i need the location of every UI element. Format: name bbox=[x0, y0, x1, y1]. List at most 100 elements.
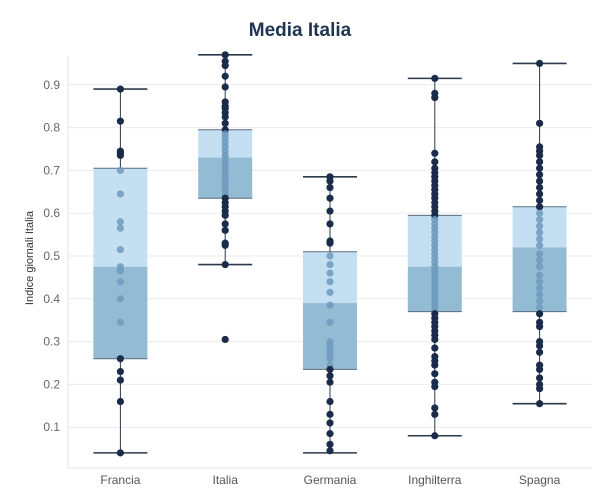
data-point-germania bbox=[326, 372, 334, 380]
data-point-spagna bbox=[536, 203, 544, 211]
x-tick-label-inghilterra: Inghilterra bbox=[408, 473, 462, 487]
data-point-spagna bbox=[536, 256, 544, 264]
data-point-francia bbox=[116, 190, 124, 198]
data-point-francia bbox=[116, 318, 124, 326]
data-point-inghilterra bbox=[431, 370, 439, 378]
data-point-italia bbox=[221, 119, 229, 127]
data-point-germania bbox=[326, 355, 334, 363]
data-point-germania bbox=[326, 430, 334, 438]
data-point-inghilterra bbox=[431, 344, 439, 352]
data-point-spagna bbox=[536, 374, 544, 382]
data-point-spagna bbox=[536, 348, 544, 356]
y-tick-label: 0.6 bbox=[43, 206, 60, 220]
y-tick-label: 0.4 bbox=[43, 292, 60, 306]
data-point-italia bbox=[221, 72, 229, 80]
data-point-germania bbox=[326, 288, 334, 296]
data-point-spagna bbox=[536, 177, 544, 185]
data-point-germania bbox=[326, 183, 334, 192]
y-axis-title: Indice giornali Italia bbox=[24, 210, 36, 305]
data-point-spagna bbox=[536, 216, 544, 224]
data-point-italia bbox=[221, 211, 229, 219]
data-point-germania bbox=[326, 440, 334, 448]
x-tick-label-italia: Italia bbox=[213, 473, 239, 487]
data-point-spagna bbox=[536, 151, 544, 160]
x-tick-label-spagna: Spagna bbox=[519, 473, 561, 487]
data-point-italia bbox=[221, 113, 229, 121]
data-point-francia bbox=[116, 218, 124, 226]
data-point-italia bbox=[221, 260, 229, 269]
data-point-italia bbox=[221, 241, 229, 249]
data-point-italia bbox=[221, 61, 229, 70]
y-tick-label: 0.5 bbox=[43, 249, 60, 263]
x-tick-label-francia: Francia bbox=[100, 473, 140, 487]
data-point-spagna bbox=[536, 290, 544, 299]
data-point-spagna bbox=[536, 250, 544, 258]
data-point-germania bbox=[326, 207, 334, 215]
x-tick-label-germania: Germania bbox=[304, 473, 357, 487]
data-point-spagna bbox=[536, 241, 544, 249]
data-point-spagna bbox=[536, 171, 544, 179]
data-point-spagna bbox=[536, 196, 544, 204]
data-point-francia bbox=[116, 224, 124, 232]
data-point-francia bbox=[116, 117, 124, 125]
data-point-spagna bbox=[536, 310, 544, 318]
chart-title: Media Italia bbox=[248, 20, 352, 41]
data-point-spagna bbox=[536, 385, 544, 393]
data-point-inghilterra bbox=[431, 382, 439, 391]
data-point-francia bbox=[116, 166, 124, 174]
y-tick-label: 0.8 bbox=[43, 121, 60, 135]
data-point-inghilterra bbox=[431, 335, 439, 344]
data-point-germania bbox=[326, 419, 334, 427]
y-tick-label: 0.9 bbox=[43, 78, 60, 92]
data-point-spagna bbox=[536, 365, 544, 374]
data-point-germania bbox=[326, 252, 334, 260]
data-point-spagna bbox=[536, 278, 544, 286]
data-point-inghilterra bbox=[431, 404, 439, 412]
data-point-italia bbox=[221, 51, 229, 59]
data-point-spagna bbox=[536, 190, 544, 198]
data-point-francia bbox=[116, 376, 124, 384]
y-tick-label: 0.7 bbox=[43, 163, 60, 177]
data-point-francia bbox=[116, 245, 124, 254]
data-point-germania bbox=[326, 194, 334, 202]
data-point-francia bbox=[116, 397, 124, 406]
data-point-inghilterra bbox=[431, 158, 439, 166]
data-point-inghilterra bbox=[431, 74, 439, 82]
data-point-spagna bbox=[536, 297, 544, 305]
data-point-francia bbox=[116, 151, 124, 160]
data-point-spagna bbox=[536, 228, 544, 237]
data-point-francia bbox=[116, 85, 124, 93]
data-point-francia bbox=[116, 278, 124, 286]
data-point-germania bbox=[326, 318, 334, 326]
data-point-italia bbox=[221, 83, 229, 91]
data-point-italia bbox=[221, 335, 229, 344]
data-point-francia bbox=[116, 449, 124, 457]
data-point-germania bbox=[326, 260, 334, 269]
data-point-spagna bbox=[536, 158, 544, 166]
data-point-germania bbox=[326, 269, 334, 277]
data-point-germania bbox=[326, 301, 334, 309]
data-point-francia bbox=[116, 267, 124, 275]
data-point-germania bbox=[326, 410, 334, 418]
y-tick-label: 0.3 bbox=[43, 335, 60, 349]
data-point-germania bbox=[326, 177, 334, 185]
data-point-spagna bbox=[536, 222, 544, 230]
data-point-inghilterra bbox=[431, 94, 439, 102]
data-point-germania bbox=[326, 397, 334, 406]
data-point-italia bbox=[221, 220, 229, 228]
y-tick-label: 0.1 bbox=[43, 420, 60, 434]
data-point-spagna bbox=[536, 263, 544, 271]
data-point-germania bbox=[326, 239, 334, 247]
data-point-germania bbox=[326, 365, 334, 374]
data-point-inghilterra bbox=[431, 410, 439, 418]
data-point-germania bbox=[326, 220, 334, 228]
data-point-spagna bbox=[536, 284, 544, 292]
data-point-francia bbox=[116, 295, 124, 303]
data-point-spagna bbox=[536, 323, 544, 331]
data-point-spagna bbox=[536, 235, 544, 243]
data-point-spagna bbox=[536, 303, 544, 311]
data-point-germania bbox=[326, 278, 334, 286]
data-point-spagna bbox=[536, 271, 544, 279]
data-point-inghilterra bbox=[431, 432, 439, 440]
